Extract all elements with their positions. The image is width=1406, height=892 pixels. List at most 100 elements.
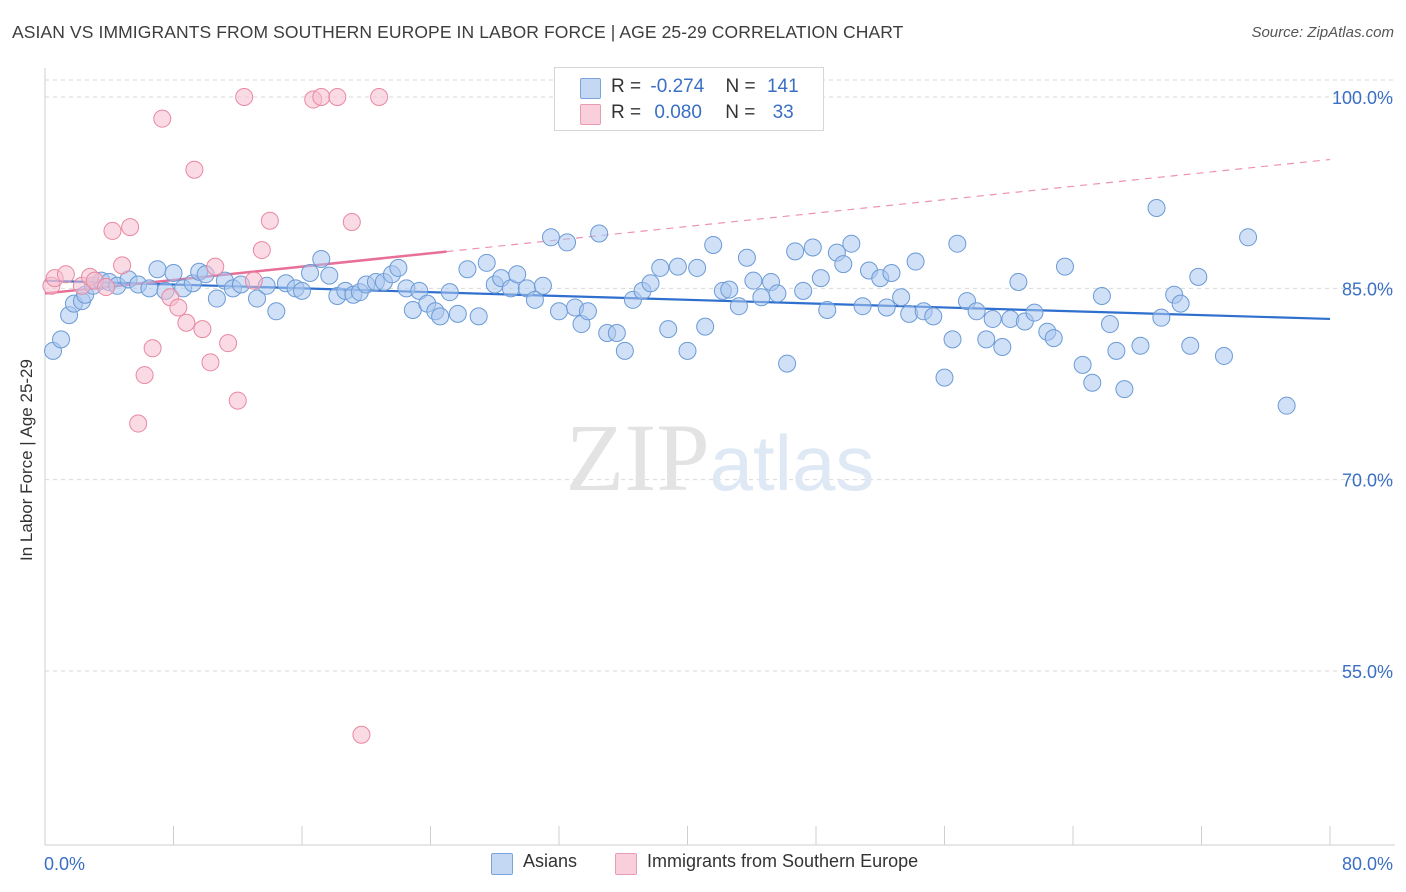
gridlines	[45, 79, 1395, 672]
n-value: 141	[766, 76, 799, 97]
asians-point	[431, 307, 450, 326]
asians-point	[320, 266, 339, 285]
asians-point	[983, 309, 1002, 328]
chart-title: ASIAN VS IMMIGRANTS FROM SOUTHERN EUROPE…	[12, 22, 904, 42]
axes	[44, 68, 1395, 846]
asians-point	[659, 320, 678, 339]
asians-point	[1115, 380, 1134, 399]
immigrants-point	[177, 313, 196, 332]
asians-point	[148, 260, 167, 279]
immigrants-point	[206, 257, 225, 276]
asians-point	[1025, 303, 1044, 322]
asians-point	[834, 255, 853, 274]
watermark: ZIPatlas	[566, 404, 875, 511]
immigrants-point	[201, 353, 220, 372]
immigrants-point	[185, 160, 204, 179]
asians-point	[615, 341, 634, 360]
asians-point	[811, 269, 830, 288]
asians-point	[541, 228, 560, 247]
watermark-zip: ZIP	[566, 404, 710, 511]
asians-point	[1214, 346, 1233, 365]
immigrants-point	[193, 320, 212, 339]
y-tick-label: 55.0%	[1342, 662, 1393, 682]
asians-point	[948, 234, 967, 253]
asians-point	[967, 302, 986, 321]
asians-point	[993, 338, 1012, 357]
asians-point	[590, 224, 609, 243]
asians-point	[935, 368, 954, 387]
immigrants-point	[169, 298, 188, 317]
immigrants-point	[260, 211, 279, 230]
watermark-text: ZIPatlas	[566, 404, 875, 511]
immigrants-point	[312, 88, 331, 106]
y-axis-label: In Labor Force | Age 25-29	[17, 359, 36, 561]
asians-point	[778, 354, 797, 373]
asians-point	[1131, 336, 1150, 355]
immigrants-point	[370, 88, 389, 106]
immigrants-point	[219, 334, 238, 353]
asians-point	[668, 257, 687, 276]
asians-point	[744, 271, 763, 290]
asians-point	[164, 264, 183, 283]
asians-point	[312, 249, 331, 268]
asians-point	[1092, 286, 1111, 305]
chart-source: Source: ZipAtlas.com	[1251, 24, 1394, 41]
immigrants-point	[113, 256, 132, 275]
asians-point	[696, 317, 715, 336]
y-tick-label: 85.0%	[1342, 279, 1393, 299]
immigrants-point	[352, 725, 371, 744]
n-label: N =	[725, 76, 756, 97]
asians-point	[882, 264, 901, 283]
immigrants-point	[153, 109, 172, 128]
asians-point	[1044, 329, 1063, 348]
immigrants-point	[252, 241, 271, 260]
immigrants-point	[228, 391, 247, 410]
asians-point	[720, 280, 739, 299]
asians-point	[477, 253, 496, 272]
asians-point	[892, 288, 911, 307]
asians-point	[737, 248, 756, 267]
asians-point	[794, 281, 813, 300]
asians-point	[768, 284, 787, 303]
asians-point	[469, 307, 488, 326]
x-tick-label-min: 0.0%	[44, 854, 85, 874]
asians-point	[1083, 373, 1102, 392]
immigrants-point	[97, 278, 116, 297]
immigrants-point	[121, 218, 140, 237]
asians-point	[1100, 315, 1119, 334]
asians-point	[842, 234, 861, 253]
asians-point	[140, 279, 159, 298]
asians-point	[977, 330, 996, 349]
asians-point	[1147, 198, 1166, 217]
asians-point	[525, 290, 544, 309]
asians-legend-label: Asians	[523, 851, 578, 871]
y-tick-labels: 100.0% 85.0% 70.0% 55.0%	[1332, 88, 1393, 682]
asians-point	[440, 283, 459, 302]
asians-point	[729, 297, 748, 316]
asians-swatch	[580, 78, 601, 99]
immigrants-point	[342, 213, 361, 232]
trend-line-1-dashed	[446, 158, 1331, 253]
asians-point	[1009, 272, 1028, 291]
asians-point	[578, 302, 597, 321]
asians-point	[448, 304, 467, 323]
asians-point	[641, 274, 660, 293]
asians-point	[1152, 308, 1171, 327]
immigrants-point	[103, 221, 122, 240]
asians-point	[1171, 294, 1190, 313]
y-tick-label: 100.0%	[1332, 88, 1393, 108]
asians-point	[293, 281, 311, 300]
asians-point	[752, 288, 771, 307]
asians-point	[906, 252, 925, 271]
r-label: R =	[611, 102, 642, 123]
asians-point	[877, 298, 896, 317]
asians-point	[1055, 257, 1074, 276]
immigrants-point	[129, 414, 148, 433]
asians-point	[818, 301, 837, 320]
asians-point	[550, 302, 568, 321]
x-tick-label-max: 80.0%	[1342, 854, 1393, 874]
asians-point	[267, 302, 286, 321]
asians-point	[533, 276, 552, 295]
stats-legend: R = -0.274 N = 141 R = 0.080 N = 33	[554, 67, 824, 131]
